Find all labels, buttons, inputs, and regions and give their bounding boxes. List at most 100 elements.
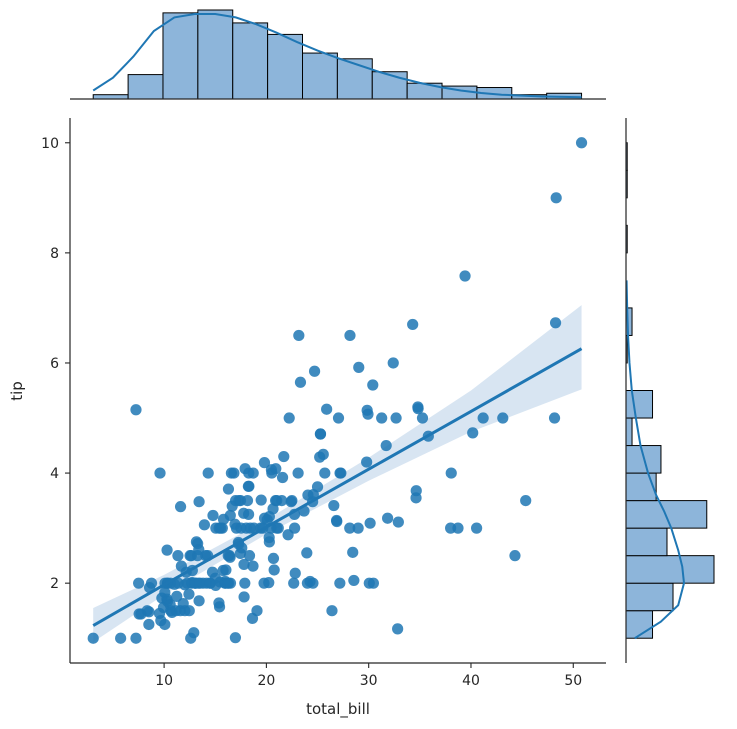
- x-histogram-bar: [92, 94, 129, 100]
- scatter-point: [213, 601, 226, 613]
- scatter-point: [159, 618, 171, 631]
- y-histogram-bar: [625, 555, 715, 584]
- scatter-point: [198, 519, 211, 531]
- y-histogram-bar: [625, 582, 674, 612]
- regression-line: [92, 347, 583, 627]
- scatter-point: [238, 558, 250, 571]
- y-histogram-bar: [625, 610, 654, 639]
- scatter-point: [509, 550, 521, 562]
- scatter-point: [242, 508, 255, 520]
- x-kde-curve: [92, 13, 582, 99]
- scatter-point: [193, 595, 205, 607]
- scatter-point: [143, 606, 155, 618]
- scatter-point: [228, 467, 240, 479]
- scatter-point: [362, 408, 374, 420]
- scatter-point: [307, 577, 319, 589]
- scatter-point: [268, 564, 280, 576]
- scatter-point: [276, 471, 289, 484]
- scatter-point: [283, 412, 295, 424]
- scatter-point: [321, 403, 333, 415]
- scatter-point: [161, 544, 173, 556]
- scatter-point: [550, 192, 562, 204]
- x-histogram-bar: [371, 71, 408, 100]
- scatter-point: [171, 590, 183, 602]
- y-tick-label: 10: [41, 136, 59, 152]
- scatter-point: [352, 522, 364, 534]
- main-plot: 10 20 30 40 50 2 4 6 8 10 total_bill tip: [8, 118, 606, 719]
- x-histogram-bar: [127, 74, 164, 100]
- scatter-point: [392, 623, 404, 635]
- scatter-point: [412, 403, 424, 415]
- scatter-point: [328, 499, 340, 512]
- scatter-point: [224, 509, 236, 522]
- x-histogram-bar: [197, 9, 234, 100]
- scatter-point: [174, 501, 187, 513]
- x-marginal-kde: [92, 13, 582, 99]
- x-marginal-histogram: [92, 9, 583, 100]
- scatter-point: [392, 516, 404, 528]
- scatter-point: [193, 496, 205, 508]
- y-tick-label: 4: [50, 466, 59, 482]
- scatter-point: [270, 463, 282, 475]
- scatter-point: [353, 361, 365, 373]
- scatter-point: [332, 412, 345, 424]
- scatter-point: [497, 412, 509, 424]
- regression-ci-band: [93, 305, 582, 643]
- scatter-point: [344, 329, 356, 342]
- y-marginal-histogram: [625, 142, 715, 639]
- x-histogram-bar: [232, 22, 269, 100]
- scatter-point: [314, 428, 327, 440]
- scatter-point: [407, 318, 419, 331]
- scatter-point: [115, 632, 127, 644]
- scatter-point: [452, 522, 464, 534]
- scatter-point: [188, 627, 200, 639]
- scatter-point: [263, 577, 275, 589]
- scatter-point: [263, 536, 275, 548]
- y-histogram-bar: [625, 417, 633, 447]
- scatter-point: [145, 577, 158, 589]
- scatter-point: [364, 517, 376, 529]
- x-tick-label: 10: [155, 673, 173, 689]
- scatter-point: [183, 605, 195, 617]
- x-tick-label: 40: [462, 673, 480, 689]
- scatter-point: [308, 365, 321, 377]
- x-axis-label: total_bill: [306, 700, 370, 719]
- x-histogram-bar: [336, 58, 373, 100]
- scatter-point: [289, 522, 301, 534]
- y-histogram-bar: [625, 390, 654, 419]
- scatter-point: [286, 495, 298, 507]
- scatter-point: [276, 495, 288, 507]
- scatter-point: [467, 427, 479, 439]
- scatter-point: [255, 494, 267, 506]
- scatter-point: [317, 448, 329, 460]
- scatter-point: [243, 480, 255, 492]
- scatter-point: [133, 577, 145, 589]
- scatter-point: [130, 404, 142, 416]
- scatter-point: [548, 412, 561, 424]
- scatter-point: [445, 467, 457, 479]
- main-axes: [69, 118, 606, 664]
- scatter-point: [222, 483, 235, 495]
- scatter-point: [267, 552, 280, 565]
- x-tick-label: 20: [257, 673, 275, 689]
- scatter-point: [258, 457, 271, 469]
- y-tick-label: 2: [50, 576, 59, 592]
- scatter-point: [87, 632, 99, 644]
- scatter-point: [348, 574, 360, 587]
- scatter-point: [202, 467, 214, 479]
- scatter-point: [272, 522, 284, 534]
- scatter-point: [207, 509, 219, 522]
- scatter-point: [382, 512, 394, 524]
- x-histogram-bar: [302, 52, 338, 100]
- y-tick-label: 8: [50, 246, 59, 262]
- scatter-point: [243, 550, 256, 562]
- scatter-point: [416, 412, 429, 424]
- scatter-point: [410, 485, 422, 497]
- scatter-point: [154, 467, 166, 479]
- y-tick-label: 6: [50, 356, 59, 372]
- scatter-point: [334, 577, 346, 589]
- scatter-point: [471, 522, 483, 534]
- scatter-point: [376, 412, 388, 424]
- y-histogram-bar: [625, 445, 662, 474]
